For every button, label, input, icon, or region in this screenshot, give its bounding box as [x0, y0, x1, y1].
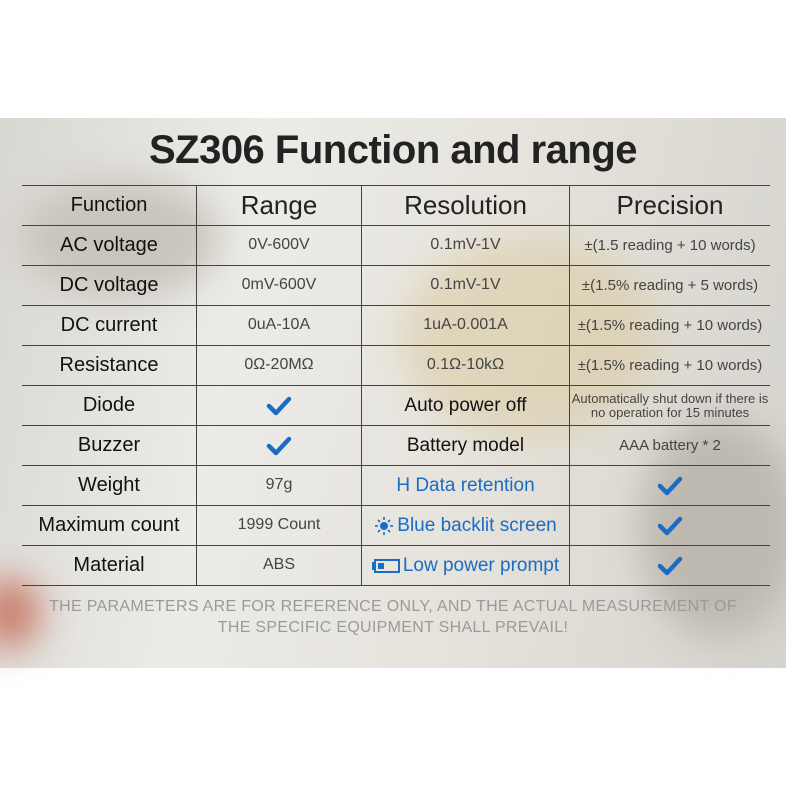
cell-text: AAA battery * 2 [619, 436, 721, 454]
check-icon [657, 516, 683, 535]
table-cell: 0Ω-20MΩ [197, 346, 362, 386]
spec-table: Function Range Resolution Precision AC volta… [22, 185, 770, 586]
cell-text: 0Ω-20MΩ [244, 356, 314, 374]
cell-text: ±(1.5 reading + 10 words) [584, 236, 756, 254]
table-cell: AAA battery * 2 [570, 426, 770, 466]
table-cell: 0uA-10A [197, 306, 362, 346]
cell-text: Blue backlit screen [397, 514, 557, 536]
table-cell: 0mV-600V [197, 266, 362, 306]
table-cell: Diode [22, 386, 197, 426]
cell-text: 1999 Count [237, 516, 321, 534]
table-cell: Blue backlit screen [362, 506, 570, 546]
table-cell: DC voltage [22, 266, 197, 306]
check-icon [266, 396, 292, 415]
battery-icon [371, 558, 400, 573]
table-cell: 97g [197, 466, 362, 506]
sun-icon [375, 516, 394, 535]
cell-text: Maximum count [38, 514, 180, 536]
cell-text: Auto power off [404, 394, 527, 416]
column-header: Range [197, 186, 362, 226]
table-cell: ABS [197, 546, 362, 586]
check-cell [570, 506, 770, 546]
column-header: Function [22, 186, 197, 226]
cell-text: 1uA-0.001A [423, 316, 508, 334]
table-cell: Auto power off [362, 386, 570, 426]
title: SZ306 Function and range [148, 128, 638, 172]
table-cell: Maximum count [22, 506, 197, 546]
table-cell: Battery model [362, 426, 570, 466]
column-header: Resolution [362, 186, 570, 226]
cell-text: ±(1.5% reading + 10 words) [577, 316, 763, 334]
cell-text: ±(1.5% reading + 10 words) [577, 356, 763, 374]
table-cell: ±(1.5 reading + 10 words) [570, 226, 770, 266]
cell-text: ABS [262, 556, 295, 574]
cell-text: 0uA-10A [247, 316, 311, 334]
table-cell: 1999 Count [197, 506, 362, 546]
check-cell [197, 386, 362, 426]
cell-text: 0.1mV-1V [430, 236, 501, 254]
table-cell: DC current [22, 306, 197, 346]
cell-text: Resistance [59, 354, 159, 376]
cell-text: Material [73, 554, 145, 576]
check-icon [266, 436, 292, 455]
table-cell: Weight [22, 466, 197, 506]
table-cell: H Data retention [362, 466, 570, 506]
cell-text: Automatically shut down if there is no o… [571, 390, 769, 420]
table-cell: 0.1mV-1V [362, 226, 570, 266]
table-cell: Buzzer [22, 426, 197, 466]
table-cell: ±(1.5% reading + 10 words) [570, 346, 770, 386]
cell-text: DC voltage [59, 274, 159, 296]
cell-text: AC voltage [60, 234, 158, 256]
cell-text: 0mV-600V [241, 276, 317, 294]
cell-text: Weight [78, 474, 140, 496]
table-cell: Material [22, 546, 197, 586]
check-cell [570, 466, 770, 506]
table-cell: AC voltage [22, 226, 197, 266]
cell-text: DC current [60, 314, 158, 336]
table-cell: Resistance [22, 346, 197, 386]
table-cell: 1uA-0.001A [362, 306, 570, 346]
cell-text: Low power prompt [402, 554, 560, 576]
column-header: Precision [570, 186, 770, 226]
cell-text: ±(1.5% reading + 5 words) [581, 276, 759, 294]
footer-note: THE PARAMETERS ARE FOR REFERENCE ONLY, A… [49, 598, 737, 636]
check-cell [197, 426, 362, 466]
table-cell: 0.1Ω-10kΩ [362, 346, 570, 386]
table-cell: Automatically shut down if there is no o… [570, 386, 770, 426]
table-cell: Low power prompt [362, 546, 570, 586]
cell-text: 97g [265, 476, 293, 494]
cell-text: Buzzer [77, 434, 141, 456]
cell-text: Battery model [406, 434, 525, 456]
check-cell [570, 546, 770, 586]
cell-text: Diode [82, 394, 136, 416]
cell-text: 0V-600V [248, 236, 310, 254]
table-cell: 0.1mV-1V [362, 266, 570, 306]
cell-text: 0.1mV-1V [430, 276, 501, 294]
table-cell: ±(1.5% reading + 5 words) [570, 266, 770, 306]
table-cell: ±(1.5% reading + 10 words) [570, 306, 770, 346]
table-cell: 0V-600V [197, 226, 362, 266]
check-icon [657, 556, 683, 575]
cell-text: 0.1Ω-10kΩ [426, 356, 505, 374]
check-icon [657, 476, 683, 495]
cell-text: H Data retention [396, 474, 535, 496]
